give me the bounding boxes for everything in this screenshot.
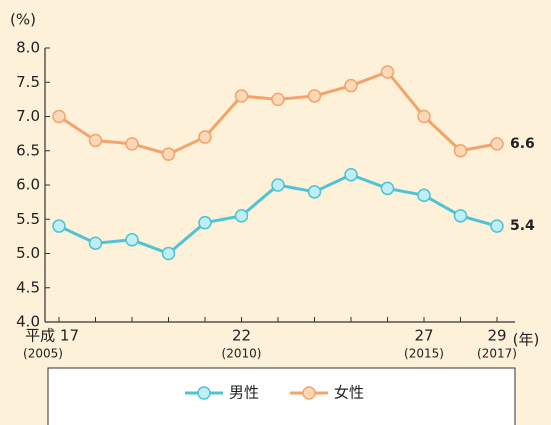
marker xyxy=(52,219,66,233)
marker xyxy=(344,78,358,93)
marker xyxy=(453,209,468,223)
marker xyxy=(307,185,322,199)
y-tick-label: 6.0 xyxy=(16,176,40,194)
y-tick-label: 5.5 xyxy=(16,210,40,228)
y-tick-label: 7.0 xyxy=(16,107,40,125)
legend-box xyxy=(47,367,516,425)
marker xyxy=(490,219,504,233)
marker xyxy=(344,167,358,182)
marker xyxy=(161,147,176,161)
marker xyxy=(380,181,395,196)
marker xyxy=(417,188,431,203)
marker xyxy=(417,109,431,124)
marker xyxy=(490,137,504,151)
legend-label: 女性 xyxy=(334,384,364,402)
x-sublabel: (2017) xyxy=(477,347,517,361)
marker xyxy=(380,65,395,79)
legend-marker xyxy=(197,386,211,400)
marker xyxy=(198,130,212,144)
x-sublabel: (2010) xyxy=(222,347,262,361)
legend-marker xyxy=(302,386,316,400)
y-tick-label: 7.5 xyxy=(16,73,40,91)
marker xyxy=(271,92,285,107)
marker xyxy=(52,109,66,124)
marker xyxy=(161,246,176,261)
value-label: 5.4 xyxy=(510,218,535,234)
marker xyxy=(307,89,322,103)
marker xyxy=(234,89,249,103)
x-tick-label: 平成 17 xyxy=(25,327,79,345)
marker xyxy=(453,144,468,158)
x-tick-label: 22 xyxy=(232,327,251,345)
x-sublabel: (2015) xyxy=(404,347,444,361)
value-label: 6.6 xyxy=(510,136,535,152)
y-tick-label: 4.5 xyxy=(16,278,40,296)
marker xyxy=(234,209,249,223)
y-tick-label: 5.0 xyxy=(16,244,40,262)
y-tick-label: 6.5 xyxy=(16,141,40,159)
marker xyxy=(88,133,103,148)
x-sublabel: (2005) xyxy=(23,347,63,361)
marker xyxy=(198,215,212,230)
legend-label: 男性 xyxy=(229,384,259,402)
marker xyxy=(125,233,139,247)
marker xyxy=(271,178,285,192)
marker xyxy=(125,137,139,151)
x-tick-label: 27 xyxy=(414,327,433,345)
x-tick-label: 29 xyxy=(487,327,506,345)
marker xyxy=(88,236,103,250)
y-tick-label: 8.0 xyxy=(16,39,40,57)
y-tick-label: 4.0 xyxy=(16,313,40,331)
x-axis-label: (年) xyxy=(513,331,540,349)
y-axis-label: (%) xyxy=(10,11,36,29)
